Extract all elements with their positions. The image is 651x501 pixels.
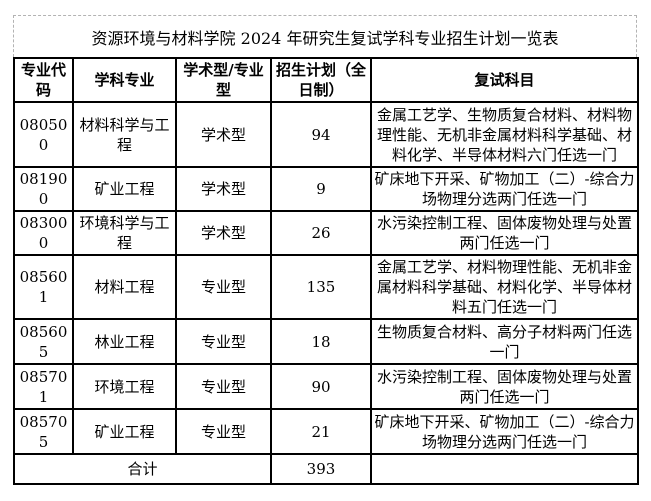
cell-major-code: 085601 bbox=[13, 254, 74, 320]
cell-enrollment-plan: 90 bbox=[270, 363, 372, 410]
cell-major-code: 081900 bbox=[13, 166, 74, 212]
cell-discipline: 矿业工程 bbox=[72, 166, 177, 212]
table-row: 083000 环境科学与工程 学术型 26 水污染控制工程、固体废物处理与处置两… bbox=[13, 210, 639, 256]
table-row: 085601 材料工程 专业型 135 金属工艺学、材料物理性能、无机非金属材料… bbox=[13, 254, 639, 320]
cell-major-code: 085701 bbox=[13, 363, 74, 410]
admission-plan-table: 专业代码 学科专业 学术型/专业型 招生计划（全日制） 复试科目 080500 … bbox=[13, 57, 639, 485]
header-degree-type: 学术型/专业型 bbox=[175, 57, 272, 103]
cell-major-code: 085605 bbox=[13, 318, 74, 365]
cell-major-code: 085705 bbox=[13, 408, 74, 455]
cell-degree-type: 专业型 bbox=[175, 408, 272, 455]
cell-exam-subjects: 矿床地下开采、矿物加工（二）-综合力场物理分选两门任选一门 bbox=[370, 166, 639, 212]
cell-enrollment-plan: 94 bbox=[270, 101, 372, 168]
table-row: 085605 林业工程 专业型 18 生物质复合材料、高分子材料两门任选一门 bbox=[13, 318, 639, 365]
cell-enrollment-plan: 21 bbox=[270, 408, 372, 455]
cell-enrollment-plan: 18 bbox=[270, 318, 372, 365]
total-plan-cell: 393 bbox=[270, 453, 372, 485]
cell-exam-subjects: 水污染控制工程、固体废物处理与处置两门任选一门 bbox=[370, 363, 639, 410]
header-enrollment-plan: 招生计划（全日制） bbox=[270, 57, 372, 103]
cell-exam-subjects: 生物质复合材料、高分子材料两门任选一门 bbox=[370, 318, 639, 365]
cell-degree-type: 专业型 bbox=[175, 363, 272, 410]
cell-discipline: 材料工程 bbox=[72, 254, 177, 320]
header-row: 专业代码 学科专业 学术型/专业型 招生计划（全日制） 复试科目 bbox=[13, 57, 639, 103]
cell-discipline: 材料科学与工程 bbox=[72, 101, 177, 168]
cell-degree-type: 专业型 bbox=[175, 254, 272, 320]
table-title: 资源环境与材料学院 2024 年研究生复试学科专业招生计划一览表 bbox=[91, 28, 559, 48]
cell-exam-subjects: 金属工艺学、生物质复合材料、材料物理性能、无机非金属材料科学基础、材料化学、半导… bbox=[370, 101, 639, 168]
cell-exam-subjects: 金属工艺学、材料物理性能、无机非金属材料科学基础、材料化学、半导体材料五门任选一… bbox=[370, 254, 639, 320]
cell-discipline: 矿业工程 bbox=[72, 408, 177, 455]
cell-major-code: 083000 bbox=[13, 210, 74, 256]
header-discipline: 学科专业 bbox=[72, 57, 177, 103]
table-row: 080500 材料科学与工程 学术型 94 金属工艺学、生物质复合材料、材料物理… bbox=[13, 101, 639, 168]
header-exam-subjects: 复试科目 bbox=[370, 57, 639, 103]
cell-degree-type: 学术型 bbox=[175, 210, 272, 256]
table-row: 085705 矿业工程 专业型 21 矿床地下开采、矿物加工（二）-综合力场物理… bbox=[13, 408, 639, 455]
cell-discipline: 林业工程 bbox=[72, 318, 177, 365]
table-row: 081900 矿业工程 学术型 9 矿床地下开采、矿物加工（二）-综合力场物理分… bbox=[13, 166, 639, 212]
document-page: 资源环境与材料学院 2024 年研究生复试学科专业招生计划一览表 专业代码 学科… bbox=[0, 15, 651, 501]
cell-enrollment-plan: 9 bbox=[270, 166, 372, 212]
title-band: 资源环境与材料学院 2024 年研究生复试学科专业招生计划一览表 bbox=[13, 15, 637, 57]
cell-degree-type: 学术型 bbox=[175, 166, 272, 212]
cell-enrollment-plan: 26 bbox=[270, 210, 372, 256]
cell-exam-subjects: 水污染控制工程、固体废物处理与处置两门任选一门 bbox=[370, 210, 639, 256]
cell-discipline: 环境工程 bbox=[72, 363, 177, 410]
total-row: 合计 393 bbox=[13, 453, 639, 485]
total-label-cell: 合计 bbox=[13, 453, 272, 485]
header-major-code: 专业代码 bbox=[13, 57, 74, 103]
cell-discipline: 环境科学与工程 bbox=[72, 210, 177, 256]
cell-degree-type: 学术型 bbox=[175, 101, 272, 168]
cell-exam-subjects: 矿床地下开采、矿物加工（二）-综合力场物理分选两门任选一门 bbox=[370, 408, 639, 455]
total-empty-cell bbox=[370, 453, 639, 485]
cell-major-code: 080500 bbox=[13, 101, 74, 168]
cell-enrollment-plan: 135 bbox=[270, 254, 372, 320]
cell-degree-type: 专业型 bbox=[175, 318, 272, 365]
table-row: 085701 环境工程 专业型 90 水污染控制工程、固体废物处理与处置两门任选… bbox=[13, 363, 639, 410]
